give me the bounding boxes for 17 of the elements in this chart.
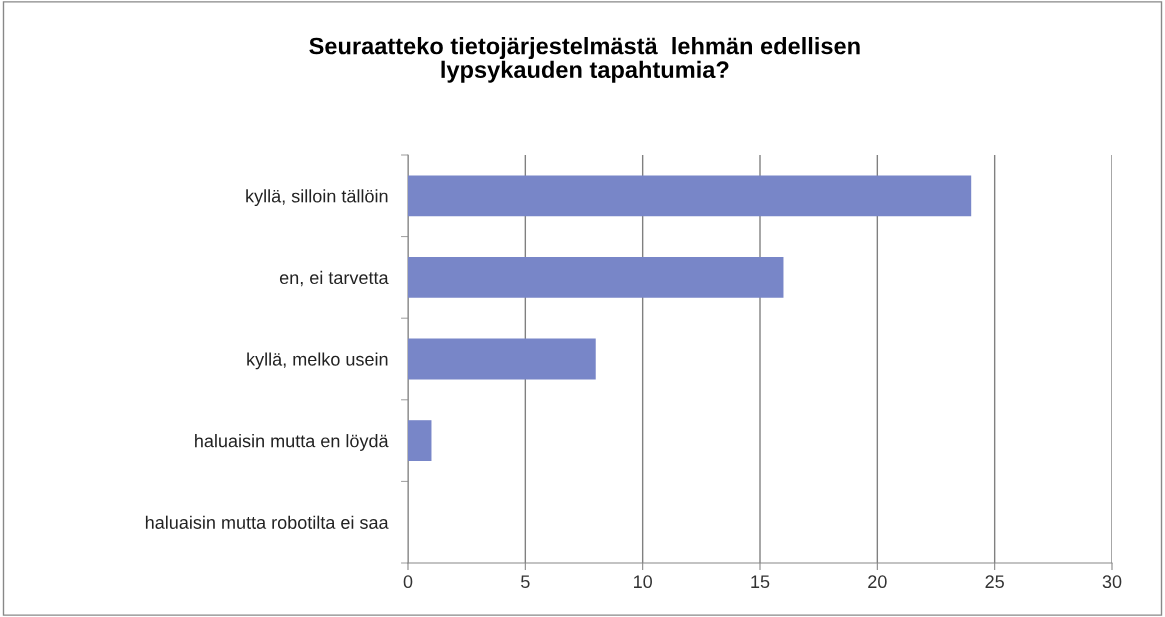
bar — [408, 257, 784, 298]
x-tick-label: 30 — [1102, 575, 1122, 589]
chart-title: Seuraatteko tietojärjestelmästä lehmän edellisen lypsykauden tapahtumia? — [309, 37, 860, 83]
y-tick-label: haluaisin mutta robotilta ei saa — [145, 515, 389, 529]
y-tick-label: en, ei tarvetta — [279, 270, 389, 287]
y-tick-label: kyllä, silloin tällöin — [246, 189, 388, 207]
bar — [408, 338, 596, 380]
bar — [408, 420, 432, 461]
bar — [408, 175, 972, 217]
y-tick-label: haluaisin mutta en löydä — [195, 434, 389, 451]
x-tick-label: 0 — [403, 575, 413, 589]
x-tick-label: 15 — [751, 575, 770, 589]
x-tick-label: 20 — [868, 575, 887, 589]
x-tick-label: 10 — [634, 575, 652, 589]
x-tick-label: 5 — [521, 575, 530, 589]
y-tick-label: kyllä, melko usein — [247, 352, 388, 370]
x-tick-label: 25 — [985, 575, 1004, 589]
